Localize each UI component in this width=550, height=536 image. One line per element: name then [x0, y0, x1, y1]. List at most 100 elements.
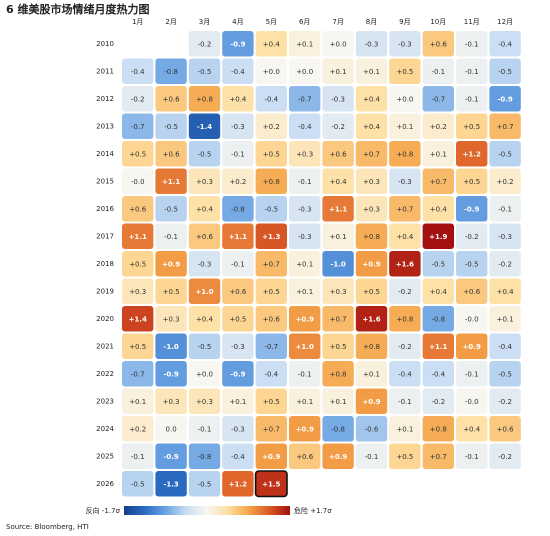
- cell-label: +0.3: [330, 288, 347, 296]
- cell-label: -0.2: [398, 288, 412, 296]
- heat-cell: [255, 306, 287, 332]
- heat-cell: [355, 141, 388, 167]
- cell-label: +0.2: [497, 178, 514, 186]
- cell-label: -0.3: [298, 205, 312, 213]
- cell-label: +0.9: [329, 453, 347, 461]
- cell-label: -0.9: [230, 370, 245, 378]
- cell-label: +0.5: [396, 453, 413, 461]
- cell-label: +1.6: [396, 260, 414, 268]
- heat-cell: [188, 31, 221, 57]
- heat-cell: [255, 416, 287, 442]
- row-label: 2016: [96, 205, 114, 213]
- cell-label: -0.5: [498, 150, 512, 158]
- heat-cell: [255, 278, 287, 304]
- heat-cell: [289, 223, 321, 249]
- heat-cell: [289, 113, 321, 139]
- row-label: 2024: [96, 425, 114, 433]
- heat-cell: [255, 388, 287, 414]
- cell-label: +0.1: [396, 123, 413, 131]
- row-label: 2014: [96, 150, 114, 158]
- heat-cell: [355, 361, 388, 387]
- cell-label: +0.1: [363, 68, 380, 76]
- source: Source: Bloomberg, HTI: [6, 523, 89, 531]
- heat-cell: [155, 471, 187, 497]
- cell-label: +0.6: [229, 288, 247, 296]
- cell-label: -0.9: [230, 40, 245, 48]
- heat-cell: [122, 196, 154, 222]
- cell-label: +0.0: [330, 40, 347, 48]
- heat-cell: [456, 31, 488, 57]
- heat-cell: [322, 196, 354, 222]
- cell-label: +1.9: [429, 233, 447, 241]
- cell-label: +0.5: [363, 288, 380, 296]
- heat-cell: [122, 251, 154, 277]
- cell-label: +0.8: [396, 150, 413, 158]
- cell-label: -0.3: [365, 40, 379, 48]
- heat-cell: [422, 113, 454, 139]
- heat-cell: [188, 361, 221, 387]
- cell-label: -0.1: [465, 370, 479, 378]
- heat-cell: [122, 361, 154, 387]
- heat-cell: [422, 306, 454, 332]
- heat-cell: [456, 416, 488, 442]
- cell-label: +0.5: [263, 150, 280, 158]
- cell-label: +0.1: [296, 398, 313, 406]
- cell-label: 0.0: [166, 425, 177, 433]
- heat-cell: [456, 333, 488, 359]
- cell-label: +0.4: [430, 288, 448, 296]
- heat-cell: [255, 251, 287, 277]
- cell-label: +0.8: [396, 315, 413, 323]
- heat-cell: [355, 251, 388, 277]
- cell-label: +0.1: [296, 40, 313, 48]
- cell-label: +0.8: [330, 370, 347, 378]
- cell-label: -0.5: [164, 205, 178, 213]
- cell-label: +1.2: [229, 480, 247, 488]
- cell-label: -0.5: [498, 68, 512, 76]
- heat-cell: [222, 333, 254, 359]
- heat-cell: [188, 333, 221, 359]
- heat-cell: [456, 223, 488, 249]
- heat-cell: [456, 86, 488, 112]
- heat-cell: [456, 168, 488, 194]
- cell-label: +1.2: [463, 150, 481, 158]
- cell-label: +0.2: [129, 425, 146, 433]
- heat-cell: [289, 86, 321, 112]
- cell-label: +0.4: [229, 95, 247, 103]
- heat-cell: [155, 141, 187, 167]
- heat-cell: [222, 306, 254, 332]
- heat-cell: [122, 388, 154, 414]
- heat-cell: [456, 58, 488, 84]
- column-label: 6月: [299, 18, 310, 26]
- heat-cell: [355, 333, 388, 359]
- cell-label: -0.4: [231, 453, 245, 461]
- cell-label: +0.1: [396, 425, 413, 433]
- heat-cell: [122, 471, 154, 497]
- heat-cell: [289, 306, 321, 332]
- column-label: 12月: [497, 18, 513, 26]
- cell-label: -0.1: [465, 95, 479, 103]
- cell-label: -0.8: [198, 453, 212, 461]
- cell-label: -0.2: [131, 95, 145, 103]
- cell-label: -0.2: [498, 398, 512, 406]
- heat-cell: [489, 361, 521, 387]
- cell-label: +0.7: [263, 260, 280, 268]
- heat-cell: [122, 58, 154, 84]
- heat-cell: [389, 388, 421, 414]
- heat-cell: [489, 86, 521, 112]
- heat-cell: [489, 443, 521, 469]
- cell-label: +0.3: [196, 398, 213, 406]
- cell-label: -0.3: [231, 343, 245, 351]
- cell-label: -0.4: [431, 370, 445, 378]
- cell-label: +0.9: [362, 398, 380, 406]
- heat-cell: [155, 196, 187, 222]
- cell-label: -0.3: [398, 178, 412, 186]
- heat-cell: [122, 141, 154, 167]
- heat-cell: [489, 141, 521, 167]
- heat-cell: [255, 141, 287, 167]
- cell-label: +1.1: [329, 205, 347, 213]
- cell-label: -0.5: [198, 68, 212, 76]
- cell-label: +1.1: [229, 233, 247, 241]
- heat-cell: [155, 58, 187, 84]
- cell-label: +0.9: [463, 343, 481, 351]
- heat-cell: [289, 168, 321, 194]
